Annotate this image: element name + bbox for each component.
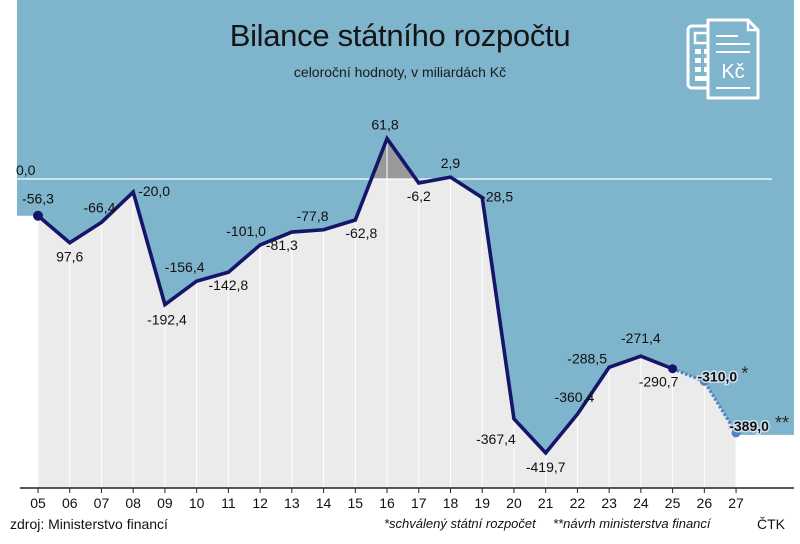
- x-tick-label: 07: [94, 495, 110, 511]
- x-tick-label: 11: [221, 495, 236, 511]
- footnote-mark: **: [775, 413, 789, 433]
- data-point-marker: [33, 210, 43, 221]
- agency-credit: ČTK: [757, 516, 785, 532]
- series-line-actual: [36, 134, 674, 456]
- x-tick-label: 06: [62, 495, 78, 511]
- x-tick-label: 25: [665, 495, 681, 511]
- data-label: -419,7: [526, 459, 566, 475]
- x-tick-label: 18: [443, 495, 459, 511]
- data-label: -20,0: [138, 183, 170, 199]
- x-tick-label: 26: [697, 495, 713, 511]
- footnote-mark: *: [741, 363, 748, 383]
- source-note: zdroj: Ministerstvo financí: [10, 516, 168, 532]
- calculator-invoice-icon: Kč: [686, 18, 760, 100]
- data-label: -360,4: [555, 389, 595, 405]
- x-tick-label: 27: [728, 495, 744, 511]
- data-point-marker: [668, 364, 678, 374]
- positive-area: [371, 138, 416, 179]
- x-tick-label: 15: [348, 495, 364, 511]
- data-label: -192,4: [147, 312, 187, 328]
- grid-lines: [37, 138, 737, 488]
- data-label: -66,4: [83, 199, 115, 215]
- x-tick-label: 19: [474, 495, 490, 511]
- x-tick-label: 23: [601, 495, 617, 511]
- data-label: -271,4: [621, 330, 661, 346]
- x-tick-label: 09: [157, 495, 173, 511]
- data-label: -62,8: [345, 225, 377, 241]
- x-tick-label: 24: [633, 495, 649, 511]
- series-line-projection: [672, 367, 738, 434]
- data-label: -310,0: [697, 368, 737, 384]
- x-tick-label: 21: [538, 495, 554, 511]
- data-label: -81,3: [266, 237, 298, 253]
- x-tick-label: 12: [252, 495, 268, 511]
- footnote-proposal: **návrh ministerstva financí: [553, 516, 711, 531]
- footnote-approved: *schválený státní rozpočet: [384, 516, 536, 531]
- x-tick-label: 20: [506, 495, 522, 511]
- x-tick-label: 14: [316, 495, 332, 511]
- x-tick-label: 16: [379, 495, 395, 511]
- x-tick-label: 10: [189, 495, 205, 511]
- chart-title: Bilance státního rozpočtu: [229, 18, 571, 53]
- chart-subtitle: celoroční hodnoty, v miliardách Kč: [293, 64, 507, 80]
- currency-label: Kč: [721, 61, 744, 83]
- data-label: -6,2: [407, 188, 431, 204]
- data-label: 2,9: [441, 155, 461, 171]
- data-point-marker: [731, 428, 741, 438]
- zero-label: 0,0: [16, 162, 36, 178]
- data-label: -367,4: [476, 431, 516, 447]
- data-label: -28,5: [481, 189, 513, 205]
- data-label: -101,0: [226, 223, 266, 239]
- data-label: -156,4: [165, 259, 205, 275]
- x-tick-label: 22: [570, 495, 586, 511]
- x-tick-label: 17: [411, 495, 427, 511]
- data-label: 97,6: [56, 249, 83, 265]
- data-label: -56,3: [22, 191, 54, 207]
- x-tick-label: 05: [30, 495, 46, 511]
- x-tick-label: 13: [284, 495, 300, 511]
- data-point-marker: [699, 376, 709, 386]
- data-label: -389,0: [729, 418, 769, 434]
- data-label: 61,8: [371, 117, 398, 133]
- data-label: -290,7: [639, 374, 679, 390]
- x-tick-label: 08: [125, 495, 141, 511]
- data-label: -142,8: [209, 277, 249, 293]
- data-label: -77,8: [297, 208, 329, 224]
- data-label: -288,5: [567, 350, 607, 366]
